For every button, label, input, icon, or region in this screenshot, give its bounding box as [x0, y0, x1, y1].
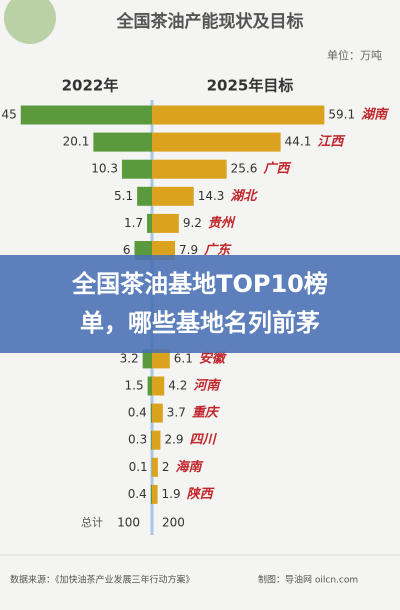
value-label: 1.5: [125, 379, 144, 393]
value-label: 5.1: [114, 189, 133, 203]
bar-left: [150, 403, 152, 423]
value-label: 1.7: [124, 216, 143, 230]
value-label: 4.2: [168, 379, 187, 393]
category-label: 河南: [193, 378, 221, 394]
category-label: 安徽: [199, 350, 227, 366]
banner-line: 单，哪些基地名列前茅: [80, 309, 320, 337]
value-label: 3.7: [167, 406, 186, 420]
value-label: 59.1: [328, 108, 355, 122]
leaf-decoration: [4, 0, 56, 44]
category-label: 湖北: [230, 188, 258, 204]
category-label: 贵州: [208, 215, 236, 231]
total-right: 200: [162, 516, 185, 530]
total-label: 总计: [81, 515, 103, 529]
bar-right: [152, 403, 163, 423]
unit: 单位：万吨: [327, 48, 382, 62]
category-label: 重庆: [192, 405, 221, 421]
category-label: 湖南: [361, 107, 389, 123]
category-label: 广东: [203, 242, 232, 258]
bar-right: [152, 430, 161, 450]
category-label: 陕西: [187, 486, 216, 502]
value-label: 6: [123, 243, 131, 257]
bar-left: [150, 484, 152, 504]
value-label: 25.6: [231, 162, 258, 176]
category-label: 四川: [190, 433, 218, 448]
legend-right: 2025年目标: [207, 77, 294, 95]
chart-title: 全国茶油产能现状及目标: [116, 11, 304, 32]
value-label: 2.9: [164, 433, 183, 447]
value-label: 0.1: [129, 460, 148, 474]
value-label: 20.1: [63, 135, 90, 149]
value-label: 7.9: [179, 243, 198, 257]
bar-left: [93, 132, 152, 152]
bar-right: [152, 213, 179, 233]
bar-left: [151, 430, 152, 450]
bar-left: [147, 213, 152, 233]
bar-right: [152, 159, 227, 179]
value-label: 0.4: [128, 406, 147, 420]
bar-right: [152, 105, 325, 125]
total-left: 100: [117, 516, 140, 530]
value-label: 9.2: [183, 216, 202, 230]
legend-left: 2022年: [62, 77, 119, 95]
bar-left: [137, 186, 152, 206]
bar-right: [152, 376, 165, 396]
bar-right: [152, 457, 158, 477]
bar-left: [142, 349, 152, 369]
value-label: 3.2: [120, 351, 139, 365]
value-label: 6.1: [174, 351, 193, 365]
value-label: 45: [1, 108, 16, 122]
banner-line: 全国茶油基地TOP10榜: [71, 270, 328, 298]
bar-right: [152, 484, 158, 504]
bar-right: [152, 349, 170, 369]
category-label: 江西: [317, 134, 346, 150]
bar-left: [147, 376, 152, 396]
bar-right: [152, 186, 194, 206]
value-label: 0.4: [128, 487, 147, 501]
bar-left: [121, 159, 152, 179]
value-label: 14.3: [198, 189, 225, 203]
value-label: 2: [162, 460, 170, 474]
category-label: 海南: [175, 459, 203, 475]
value-label: 10.3: [91, 162, 118, 176]
value-label: 1.9: [162, 487, 181, 501]
value-label: 0.3: [128, 433, 147, 447]
credit: 制图：导油网 oilcn.com: [258, 574, 358, 586]
bar-left: [20, 105, 152, 125]
value-label: 44.1: [285, 135, 312, 149]
source: 数据来源：《加快油茶产业发展三年行动方案》: [10, 574, 195, 586]
category-label: 广西: [262, 161, 292, 177]
bar-right: [152, 132, 281, 152]
banner-background: [0, 255, 400, 353]
